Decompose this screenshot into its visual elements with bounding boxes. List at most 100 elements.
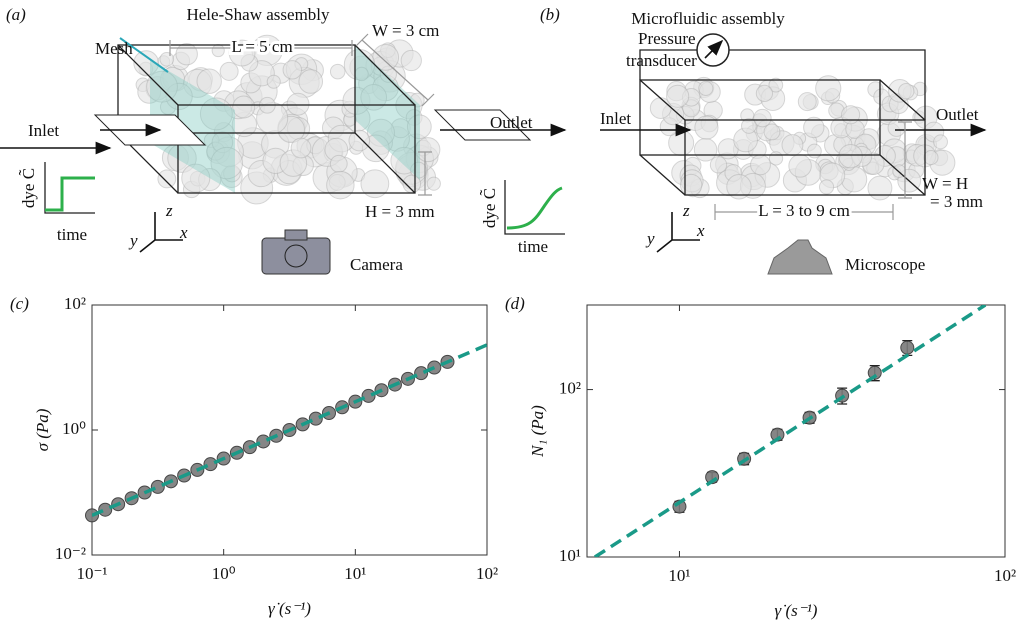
height-label: H = 3 mm [365,202,435,221]
bubble [219,61,239,81]
box-front [177,104,416,194]
bubble [159,51,175,67]
bubble [290,137,312,159]
box-back [639,79,881,156]
outlet-plot-xlabel: time [518,237,548,256]
y-tick-label: 10⁰ [62,419,86,438]
bubble [286,92,310,116]
bubble [415,137,441,163]
bubble [266,74,281,89]
bubble [694,115,719,140]
mesh-label: Mesh [95,39,133,58]
transducer-label: Pressure [638,29,696,48]
bubble [840,166,868,193]
axis-y: y [645,229,655,248]
bubble [803,116,825,139]
length-label: L = 3 to 9 cm [758,201,850,220]
y-axis-label: N₁ (Pa) [528,405,547,458]
bubble [298,69,324,94]
outlet-plot-curve [506,186,563,230]
panel-label: (d) [505,294,525,313]
data-point [256,434,271,449]
y-tick-label: 10² [64,294,86,313]
width-label: W = 3 cm [372,21,439,40]
bubble [768,151,784,166]
inlet-plot-axes [44,162,95,214]
fit-line [92,343,487,518]
bubble [750,154,771,176]
bubble [781,134,804,156]
panel-label: (b) [540,5,560,24]
bubble [753,108,772,128]
y-axis-label: σ (Pa) [33,408,52,451]
bubble [360,83,388,111]
bubble [211,44,225,58]
bubble [133,50,159,76]
bubble [741,118,757,134]
microscope [767,239,833,275]
data-point [150,479,165,494]
data-point [414,366,429,381]
box-front [684,119,926,196]
bubble [838,144,863,169]
bubble [726,174,752,200]
bubble [175,42,198,66]
length-bracket [169,40,353,56]
inlet-label: Inlet [600,109,631,128]
box-edges [639,79,926,196]
x-tick-label: 10¹ [668,566,690,585]
bubble [806,143,822,159]
width-bracket [355,33,435,107]
inlet-label: Inlet [28,121,59,140]
bubble [666,84,690,108]
bubble [933,134,948,150]
x-axis-label: γ̇ (s⁻¹) [775,601,818,620]
camera-top [284,229,308,241]
bubble [146,70,178,103]
outlet-label: Outlet [490,113,533,132]
box-back [117,44,356,134]
bubbles [133,34,956,205]
panel-a: (a) Hele-Shaw assembly Mesh L = 5 cm W =… [0,5,567,275]
bubble [693,138,718,162]
bubble [232,95,256,119]
bubble [181,163,211,193]
x-axis-label: γ̇ (s⁻¹) [268,599,311,618]
camera-label: Camera [350,255,403,274]
data-point [98,502,113,517]
inlet-plot-curve [45,176,95,212]
x-tick-label: 10¹ [344,564,366,583]
data-point [867,365,882,380]
y-tick-label: 10⁻² [55,544,86,563]
microscope-label: Microscope [845,255,925,274]
axis-y: y [128,231,138,250]
x-tick-label: 10² [476,564,498,583]
bubble [841,105,861,125]
bubble [210,146,243,180]
bubble [679,173,703,197]
camera-lens [284,244,308,268]
x-tick-label: 10⁻¹ [76,564,107,583]
fit-line [593,305,987,557]
coord-axes [139,212,183,253]
bubble [755,84,774,102]
x-tick-label: 10⁰ [212,564,236,583]
bubble [400,49,422,72]
transducer-label: transducer [626,51,697,70]
bubble [898,82,915,100]
bubble [196,68,222,94]
plot-frame [586,304,1006,558]
coord-axes [656,212,700,253]
bubble [326,170,355,200]
outlet-label: Outlet [936,105,979,124]
height-label: W = H [922,174,968,193]
camera-body [261,237,331,275]
bubble [157,169,177,189]
bubble [818,179,835,195]
mesh-pointer [119,37,169,73]
outlet-plot-axes [504,180,565,235]
length-label: L = 5 cm [231,37,292,56]
bubble [788,154,812,178]
length-bracket [714,204,894,220]
inlet-plot-xlabel: time [57,225,87,244]
